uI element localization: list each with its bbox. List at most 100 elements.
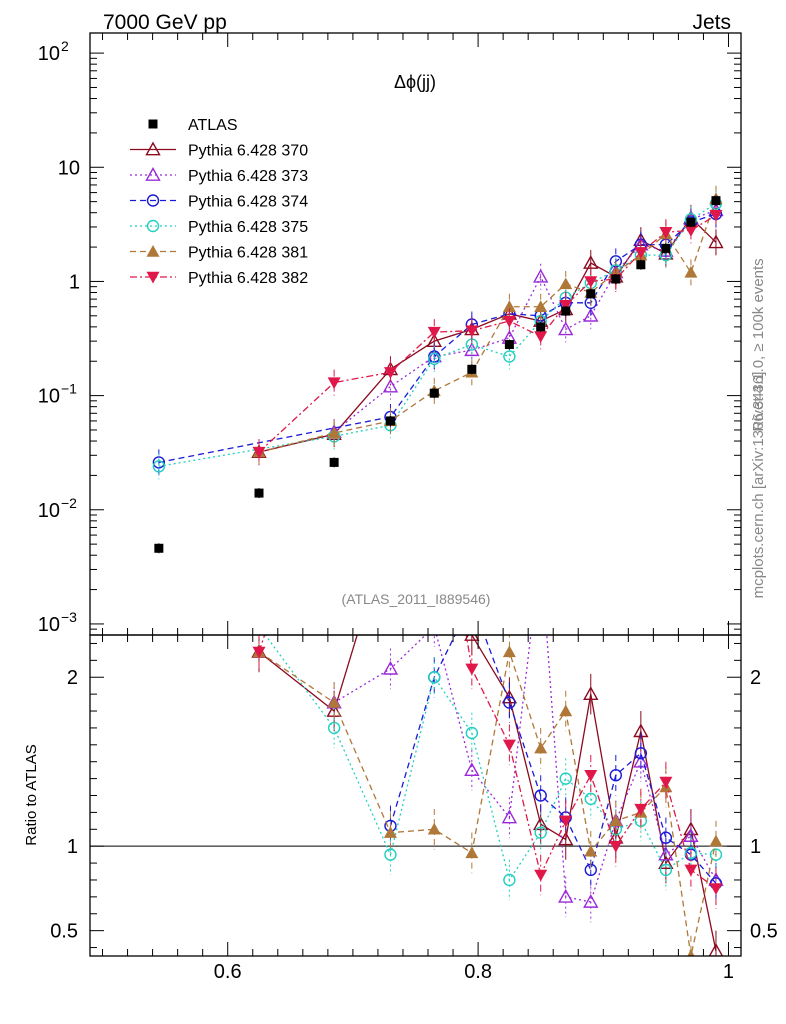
series-4-point bbox=[559, 277, 573, 290]
legend: ATLAS Pythia 6.428 370 Pythia 6.428 373 Pyt… bbox=[130, 117, 308, 287]
ratio-1-point bbox=[428, 620, 441, 632]
ratio-line-0 bbox=[258, 635, 717, 952]
ratio-y-tick-label-left: 2 bbox=[67, 667, 78, 689]
series-line-4 bbox=[258, 198, 717, 453]
ratio-0-point bbox=[583, 686, 599, 701]
ratio-0-point bbox=[658, 855, 674, 869]
ratio-5-point bbox=[534, 869, 548, 882]
series-0-point bbox=[708, 234, 724, 249]
legend-marker-3 bbox=[146, 194, 160, 207]
ratio-5-point bbox=[609, 840, 623, 853]
legend-label-5: Pythia 6.428 381 bbox=[188, 245, 308, 262]
legend-marker-5 bbox=[146, 245, 160, 257]
legend-label-0: ATLAS bbox=[188, 117, 238, 134]
ratio-4-point bbox=[709, 834, 723, 847]
data-point bbox=[429, 388, 439, 398]
ratio-0-point bbox=[384, 519, 397, 531]
legend-marker-4 bbox=[146, 219, 160, 233]
ratio-1-point bbox=[558, 888, 574, 903]
ratio-y-tick-label-left: 1 bbox=[67, 836, 78, 858]
ratio-5-point bbox=[634, 803, 648, 816]
ratio-line-2 bbox=[389, 635, 717, 884]
ratio-4-point bbox=[327, 696, 341, 708]
legend-label-2: Pythia 6.428 373 bbox=[188, 168, 308, 185]
ratio-3-point bbox=[428, 671, 441, 684]
series-3-point bbox=[152, 460, 166, 473]
x-tick-label: 0.8 bbox=[464, 961, 492, 983]
data-point bbox=[636, 260, 646, 270]
mcplots-label: mcplots.cern.ch [arXiv:1306.3436] bbox=[750, 372, 767, 599]
ratio-1-point bbox=[683, 828, 699, 842]
series-1-point bbox=[558, 321, 574, 336]
legend-marker-2 bbox=[145, 167, 161, 181]
legend-label-4: Pythia 6.428 375 bbox=[188, 219, 308, 236]
y-tick-exponent: −1 bbox=[61, 381, 77, 397]
x-tick-label: 1 bbox=[723, 961, 734, 983]
data-point bbox=[385, 416, 395, 426]
y-tick-exponent: −2 bbox=[61, 495, 77, 511]
ratio-line-5 bbox=[258, 635, 717, 889]
ratio-3-point bbox=[684, 846, 698, 860]
series-4-point bbox=[327, 426, 341, 439]
ratio-4-point bbox=[383, 826, 397, 838]
series-5-point bbox=[709, 210, 723, 222]
ratio-4-point bbox=[502, 645, 516, 658]
header-left: 7000 GeV pp bbox=[103, 11, 227, 34]
data-point bbox=[661, 243, 671, 253]
series-5-point bbox=[383, 367, 397, 379]
ratio-0-point bbox=[708, 942, 724, 956]
series-line-5 bbox=[258, 214, 717, 453]
series-line-3 bbox=[158, 203, 717, 468]
ratio-5-point bbox=[559, 815, 573, 828]
ratio-3-point bbox=[384, 848, 397, 861]
header-right: Jets bbox=[692, 11, 731, 34]
data-point bbox=[154, 543, 164, 553]
y-tick-label: 10 bbox=[58, 157, 80, 179]
ratio-4-point bbox=[427, 822, 441, 835]
ratio-1-point bbox=[501, 809, 518, 824]
ratio-5-point bbox=[252, 646, 266, 659]
ratio-line-4 bbox=[258, 651, 717, 956]
y-tick-exponent: 2 bbox=[61, 38, 69, 54]
ratio-5-point bbox=[428, 436, 441, 448]
ratio-5-point bbox=[502, 739, 516, 752]
series-5-point bbox=[559, 299, 573, 312]
series-line-0 bbox=[258, 216, 717, 453]
series-5-point bbox=[465, 325, 479, 338]
ratio-5-point bbox=[584, 770, 598, 782]
ratio-2-point bbox=[609, 769, 623, 782]
series-5-point bbox=[502, 315, 516, 328]
data-point bbox=[536, 322, 546, 332]
ratio-4-point bbox=[687, 949, 695, 956]
ratio-plot-area bbox=[90, 436, 741, 956]
chart-title: Δϕ(jj) bbox=[394, 72, 436, 92]
ratio-4-point bbox=[559, 704, 573, 717]
y-tick-label: 10 bbox=[38, 614, 60, 636]
ratio-2-point bbox=[659, 831, 673, 844]
data-point bbox=[504, 340, 514, 350]
ratio-y-tick-label-right: 0.5 bbox=[750, 921, 778, 943]
series-5-point bbox=[659, 226, 673, 239]
y-tick-label: 10 bbox=[38, 43, 60, 65]
ratio-3-point bbox=[534, 826, 547, 839]
legend-label-3: Pythia 6.428 374 bbox=[188, 194, 308, 211]
series-5-point bbox=[252, 446, 266, 459]
series-5-point bbox=[427, 326, 441, 339]
x-tick-label: 0.6 bbox=[214, 961, 242, 983]
ratio-3-point bbox=[254, 621, 265, 632]
y-tick-label: 10 bbox=[38, 386, 60, 408]
data-point bbox=[686, 217, 696, 227]
ratio-1-point bbox=[534, 544, 547, 556]
ratio-0-point bbox=[464, 635, 480, 641]
series-2-point bbox=[152, 456, 166, 469]
rivet-label: Rivet 4.1.0, ≥ 100k events bbox=[750, 258, 767, 431]
ratio-2-point bbox=[503, 696, 516, 709]
ratio-y-tick-label-left: 0.5 bbox=[50, 921, 78, 943]
series-1-point bbox=[583, 307, 599, 322]
data-point bbox=[467, 364, 477, 374]
legend-marker-6 bbox=[146, 271, 160, 284]
ratio-1-point bbox=[464, 762, 480, 777]
series-3-point bbox=[503, 350, 516, 363]
